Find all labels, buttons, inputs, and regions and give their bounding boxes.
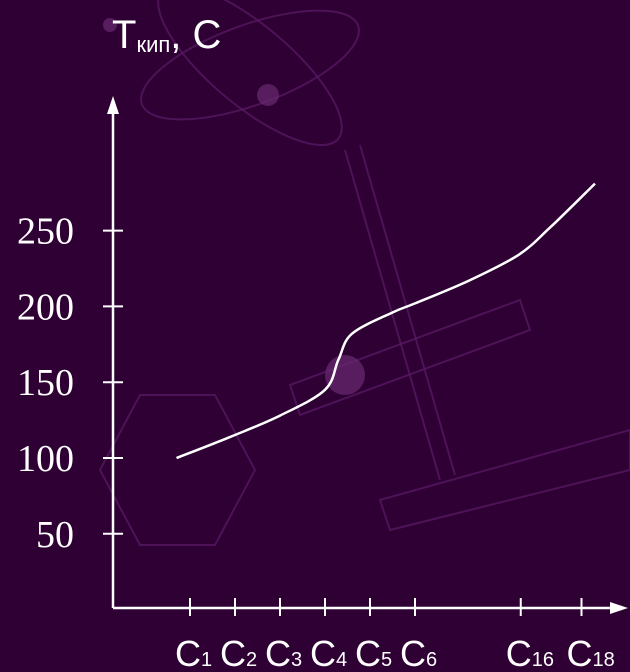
y-tick-label: 100 [17,438,74,480]
x-tick-label: C4 [310,633,347,672]
atom-orbit-2 [157,0,343,147]
x-ticks: C1 C2 C3 C4 C5 C6 C16 C18 [175,598,615,672]
axes [107,96,628,614]
atom-nucleus [257,84,279,106]
x-tick-label: C18 [567,633,615,672]
lab-stand-rod [344,149,441,481]
y-tick-label: 150 [17,362,74,404]
x-tick-label: C16 [506,633,554,672]
x-tick-label: C1 [175,633,212,672]
lab-tube [378,428,630,532]
x-tick-label: C5 [355,633,392,672]
lab-stand-rod-edge [359,144,456,476]
lab-clamp [288,298,532,417]
y-ticks: 50 100 150 200 250 [17,211,123,556]
x-tick-label: C2 [220,633,257,672]
background-chemistry-decoration [98,0,630,546]
y-tick-label: 200 [17,286,74,328]
x-tick-label: C6 [400,633,437,672]
atom-orbit-1 [140,9,360,121]
y-axis-arrow [107,96,119,114]
y-tick-label: 50 [36,514,74,556]
y-tick-label: 250 [17,211,74,253]
y-axis-title: Tкип, С [112,13,221,57]
benzene-ring [98,394,257,546]
atom-electron [103,18,117,32]
series-line [176,182,596,460]
x-axis-arrow [610,602,628,614]
x-tick-label: C3 [265,633,302,672]
clamp-joint [325,355,365,395]
